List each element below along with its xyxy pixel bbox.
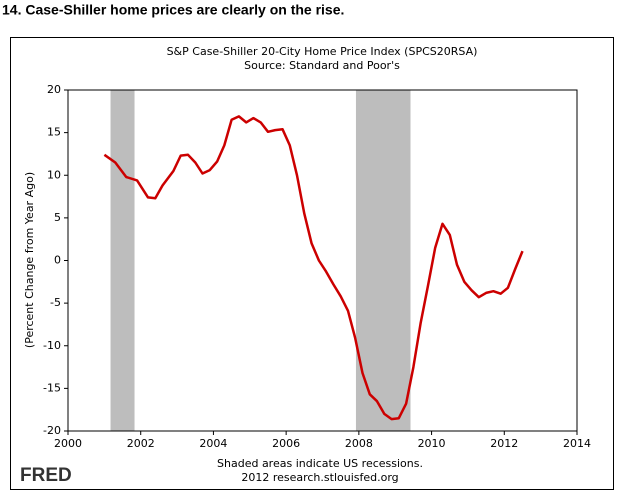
footnote: Shaded areas indicate US recessions. <box>217 457 423 470</box>
data-line <box>103 115 524 421</box>
recession-band <box>110 90 135 431</box>
y-tick-label: -10 <box>43 339 61 352</box>
recession-band <box>355 90 411 431</box>
x-tick-label: 2002 <box>127 437 155 450</box>
credit: 2012 research.stlouisfed.org <box>241 471 398 484</box>
x-tick-label: 2008 <box>345 437 373 450</box>
chart-frame <box>10 37 614 490</box>
y-tick-label: 20 <box>47 83 61 96</box>
chart-subtitle: Source: Standard and Poor's <box>244 59 400 72</box>
y-tick-label: 0 <box>54 254 61 267</box>
y-tick-label: 5 <box>54 211 61 224</box>
x-tick-label: 2010 <box>418 437 446 450</box>
heading: 14. Case-Shiller home prices are clearly… <box>2 2 344 18</box>
plot-border <box>67 89 578 432</box>
y-tick-label: 15 <box>47 126 61 139</box>
x-tick-label: 2000 <box>54 437 82 450</box>
y-axis-label: (Percent Change from Year Ago) <box>23 172 36 348</box>
y-tick-label: 10 <box>47 168 61 181</box>
x-tick-label: 2014 <box>563 437 591 450</box>
y-tick-label: -20 <box>43 424 61 437</box>
x-tick-label: 2006 <box>272 437 300 450</box>
logo: FRED <box>20 465 72 486</box>
x-tick-label: 2012 <box>490 437 518 450</box>
x-tick-label: 2004 <box>199 437 227 450</box>
chart-title: S&P Case-Shiller 20-City Home Price Inde… <box>167 45 478 58</box>
y-tick-label: -15 <box>43 381 61 394</box>
y-tick-label: -5 <box>50 296 61 309</box>
